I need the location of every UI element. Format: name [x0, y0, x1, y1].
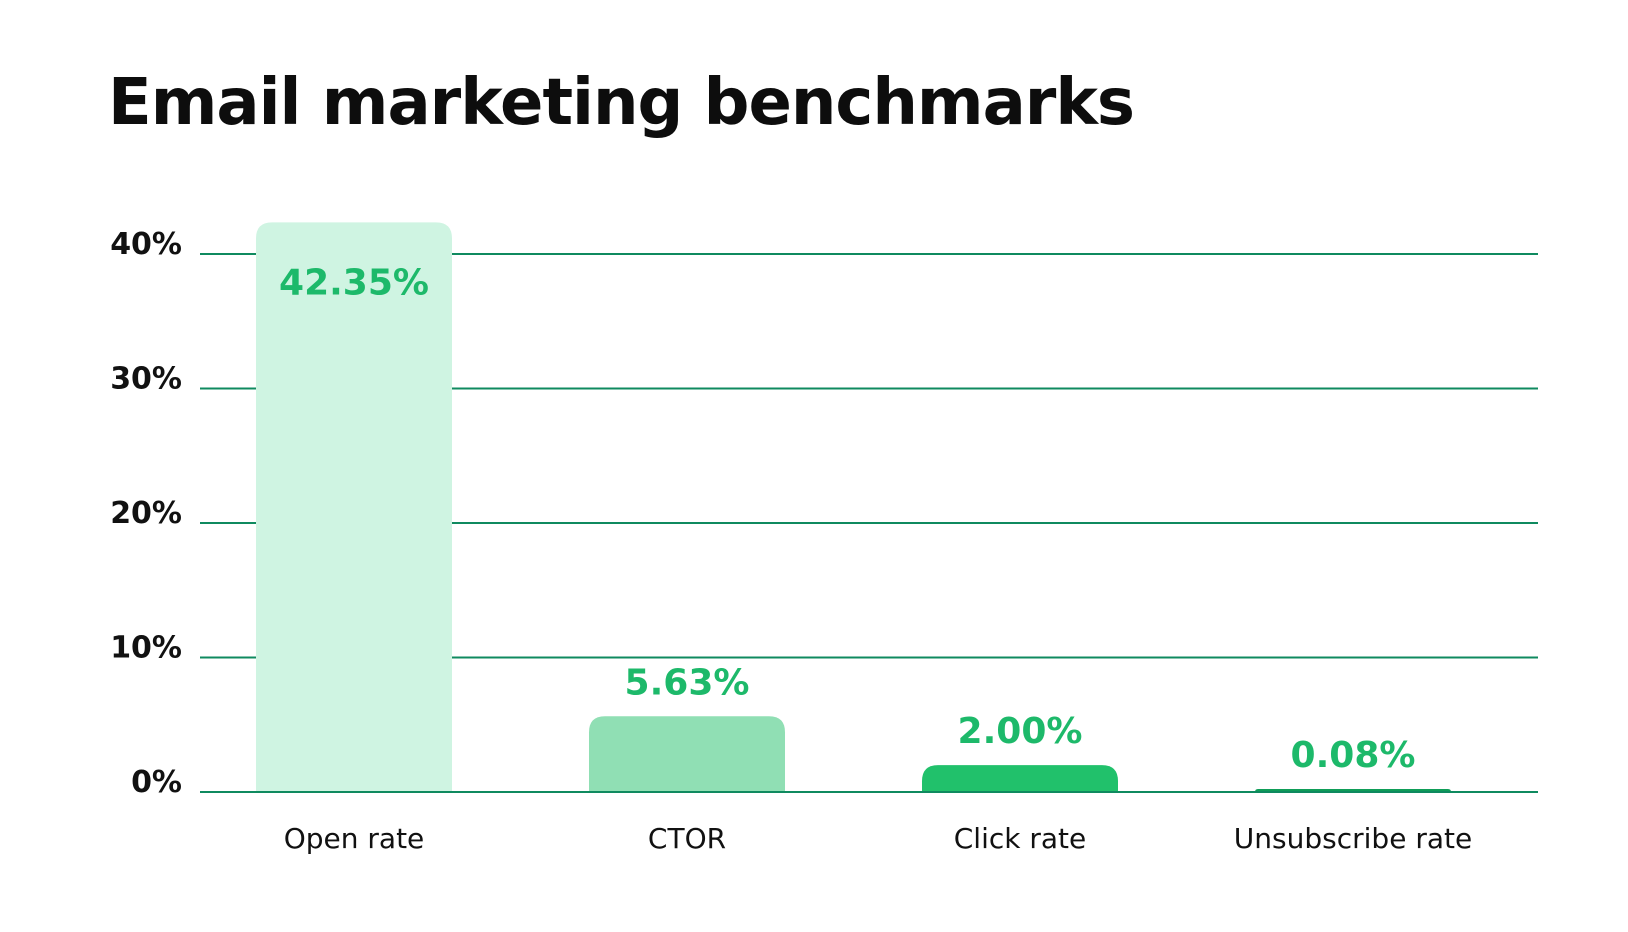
bar-open-rate — [256, 222, 452, 792]
y-tick-label: 40% — [110, 227, 182, 262]
value-label: 5.63% — [625, 662, 750, 703]
y-axis-ticks: 0% 10% 20% 30% 40% — [110, 227, 182, 800]
y-tick-label: 30% — [110, 362, 182, 397]
x-category-label: Unsubscribe rate — [1234, 822, 1472, 855]
value-labels: 42.35% 5.63% 2.00% 0.08% — [279, 262, 1415, 776]
value-label: 0.08% — [1291, 735, 1416, 776]
bars — [256, 222, 1451, 792]
value-label: 42.35% — [279, 262, 429, 303]
x-category-label: CTOR — [648, 822, 726, 855]
value-label: 2.00% — [958, 711, 1083, 752]
x-category-label: Open rate — [284, 822, 425, 855]
chart-title: Email marketing benchmarks — [108, 66, 1135, 140]
y-tick-label: 10% — [110, 631, 182, 666]
y-tick-label: 0% — [131, 765, 182, 800]
x-axis-categories: Open rate CTOR Click rate Unsubscribe rate — [284, 822, 1472, 855]
bar-ctor — [589, 716, 785, 792]
bar-click-rate — [922, 765, 1118, 792]
y-tick-label: 20% — [110, 496, 182, 531]
x-category-label: Click rate — [954, 822, 1087, 855]
